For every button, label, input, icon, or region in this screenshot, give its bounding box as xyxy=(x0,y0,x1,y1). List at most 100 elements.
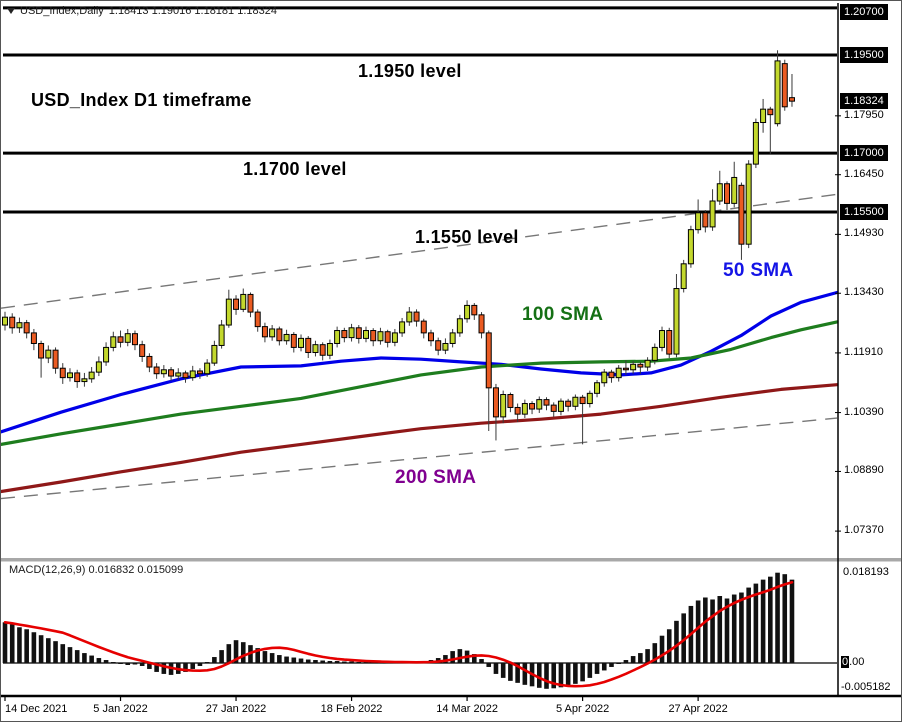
bear-candle-body xyxy=(492,387,499,418)
bull-candle-body xyxy=(673,288,680,355)
macd-axis-min-label: -0.005182 xyxy=(841,680,891,693)
bull-candle-body xyxy=(283,333,290,342)
bear-candle-body xyxy=(153,366,160,375)
bear-candle-body xyxy=(702,212,709,228)
macd-bar xyxy=(703,597,708,663)
bull-candle-body xyxy=(363,330,369,339)
bear-candle-body xyxy=(247,293,254,313)
bear-candle-body xyxy=(59,367,66,379)
bear-candle-body xyxy=(146,355,153,368)
macd-bar xyxy=(645,649,650,663)
bull-candle-body xyxy=(225,298,232,326)
annotation-100-sma: 100 SMA xyxy=(522,304,604,325)
date-label: 18 Feb 2022 xyxy=(320,703,383,715)
candlestick-series xyxy=(2,50,795,445)
bull-candle-body xyxy=(160,369,167,375)
bull-candle-body xyxy=(521,403,528,415)
panel-separator[interactable] xyxy=(1,558,902,562)
macd-bar xyxy=(681,613,686,663)
macd-bar xyxy=(240,642,246,663)
price-axis-label: 1.08890 xyxy=(844,464,884,477)
macd-bar xyxy=(717,596,723,663)
date-label: 14 Dec 2021 xyxy=(5,703,68,715)
macd-bar xyxy=(789,579,795,663)
bear-candle-body xyxy=(9,316,16,329)
bull-candle-body xyxy=(731,176,738,204)
macd-bar xyxy=(760,579,766,663)
bear-candle-body xyxy=(370,330,377,342)
bull-candle-body xyxy=(572,396,579,407)
macd-bar xyxy=(587,663,593,678)
bear-candle-body xyxy=(276,328,283,342)
bull-candle-body xyxy=(760,108,767,124)
bull-candle-body xyxy=(500,394,507,418)
bear-candle-body xyxy=(117,336,124,343)
macd-bar xyxy=(493,663,499,674)
bull-candle-body xyxy=(66,372,73,379)
macd-bar xyxy=(60,644,66,663)
macd-bar xyxy=(139,663,145,666)
price-badge: 1.17000 xyxy=(840,145,888,162)
bear-candle-body xyxy=(622,367,629,371)
annotation-1700-level: 1.1700 level xyxy=(243,159,347,179)
macd-bar xyxy=(638,653,643,663)
macd-bar xyxy=(724,598,730,663)
macd-bar xyxy=(74,650,80,663)
date-label: 14 Mar 2022 xyxy=(436,703,498,715)
macd-bar xyxy=(38,635,44,663)
macd-bar xyxy=(313,660,318,663)
macd-bar xyxy=(334,661,340,663)
macd-histogram xyxy=(2,572,795,689)
bull-candle-body xyxy=(399,321,406,334)
bull-candle-body xyxy=(659,330,666,348)
macd-bar xyxy=(573,663,578,684)
bull-candle-body xyxy=(557,400,564,412)
annotation-200-sma: 200 SMA xyxy=(395,467,477,488)
date-label: 27 Apr 2022 xyxy=(668,703,728,715)
symbol-name: USD_Index,Daily xyxy=(20,5,104,17)
date-label: 5 Jan 2022 xyxy=(93,703,148,715)
bull-candle-body xyxy=(16,322,23,329)
macd-bar xyxy=(630,656,636,663)
macd-bar xyxy=(666,629,672,663)
macd-bar xyxy=(154,663,159,672)
price-badge: 1.18324 xyxy=(840,93,888,110)
macd-bar xyxy=(710,599,715,663)
bear-candle-body xyxy=(413,311,420,322)
macd-bar xyxy=(536,663,542,688)
price-axis-label: 1.17950 xyxy=(844,108,884,121)
price-badge: 1.15500 xyxy=(840,204,888,220)
macd-bar xyxy=(515,663,520,683)
bear-candle-body xyxy=(254,311,261,328)
macd-bar xyxy=(53,641,58,663)
bear-candle-body xyxy=(485,332,492,389)
macd-bar xyxy=(255,648,260,663)
price-axis-label: 1.16450 xyxy=(844,167,884,180)
bear-candle-body xyxy=(550,404,557,412)
bear-candle-body xyxy=(74,372,81,383)
macd-bar xyxy=(24,629,29,663)
bear-candle-body xyxy=(579,396,586,405)
bear-candle-body xyxy=(788,97,795,102)
macd-bar xyxy=(479,659,484,663)
bull-candle-body xyxy=(456,318,463,334)
bear-candle-body xyxy=(384,331,391,343)
bull-candle-body xyxy=(312,344,319,354)
price-axis-label: 1.13430 xyxy=(844,286,884,299)
macd-bar xyxy=(103,660,109,663)
macd-bar xyxy=(457,649,463,663)
bear-candle-body xyxy=(478,314,485,334)
bull-candle-body xyxy=(218,324,225,346)
bear-candle-body xyxy=(767,108,774,116)
macd-bar xyxy=(212,657,217,663)
bull-candle-body xyxy=(644,359,651,368)
bear-candle-body xyxy=(290,333,297,348)
ohlc-values: 1.18413 1.19016 1.18181 1.18324 xyxy=(108,5,277,17)
macd-bar xyxy=(544,663,549,689)
bear-candle-body xyxy=(529,403,536,410)
macd-bar xyxy=(674,620,679,663)
bear-candle-body xyxy=(514,406,521,415)
bull-candle-body xyxy=(334,330,341,344)
